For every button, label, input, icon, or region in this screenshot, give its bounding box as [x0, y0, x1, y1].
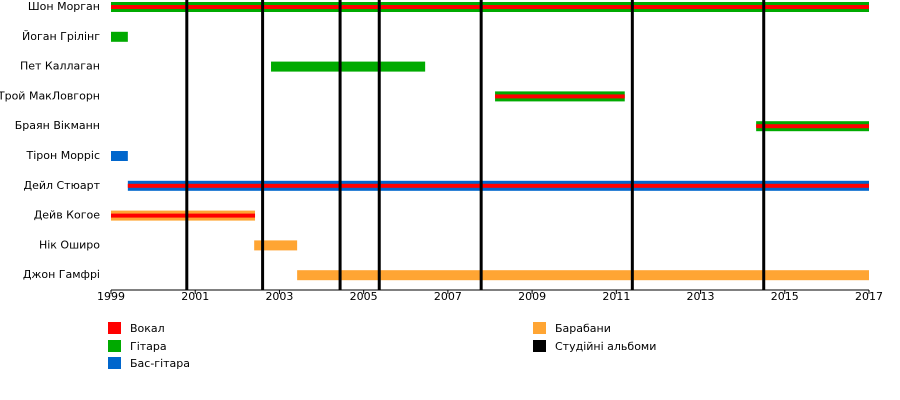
member-name: Пет Каллаган: [20, 60, 100, 73]
legend-swatch: [533, 322, 546, 334]
member-bar: [271, 61, 426, 72]
member-name: Дейв Когое: [34, 209, 101, 222]
x-tick-label: 2001: [181, 290, 209, 303]
member-name: Йоган Грілінг: [22, 30, 100, 43]
x-tick-label: 2003: [265, 290, 293, 303]
member-bar: [756, 124, 869, 129]
legend-label: Гітара: [130, 340, 167, 353]
member-name: Джон Гамфрі: [23, 268, 100, 281]
member-name: Шон Морган: [28, 0, 100, 13]
member-name: Дейл Стюарт: [23, 179, 100, 192]
legend-label: Барабани: [555, 322, 611, 335]
member-bar: [111, 31, 128, 42]
member-bar: [111, 5, 869, 9]
x-tick-label: 2007: [434, 290, 462, 303]
member-bar: [254, 240, 298, 251]
member-bar: [111, 151, 128, 161]
x-tick-label: 2015: [771, 290, 799, 303]
legend-swatch: [108, 357, 121, 369]
legend-label: Бас-гітара: [130, 357, 190, 370]
x-tick-label: 2011: [602, 290, 630, 303]
member-bar: [297, 270, 869, 281]
legend-label: Вокал: [130, 322, 165, 335]
x-tick-label: 2017: [855, 290, 883, 303]
legend-swatch: [108, 340, 121, 352]
x-tick-label: 1999: [97, 290, 125, 303]
legend-swatch: [533, 340, 546, 352]
member-name: Трой МакЛовгорн: [0, 89, 100, 102]
legend-swatch: [108, 322, 121, 334]
x-tick-label: 2013: [687, 290, 715, 303]
member-name: Нік Оширо: [39, 238, 100, 251]
member-bar: [127, 183, 870, 188]
member-name: Браян Вікманн: [15, 119, 100, 132]
x-tick-label: 2009: [518, 290, 546, 303]
x-tick-label: 2005: [350, 290, 378, 303]
member-bar: [111, 213, 256, 218]
legend-label: Студійні альбоми: [555, 340, 656, 353]
member-name: Тірон Морріс: [26, 149, 100, 162]
member-bar: [495, 94, 625, 99]
